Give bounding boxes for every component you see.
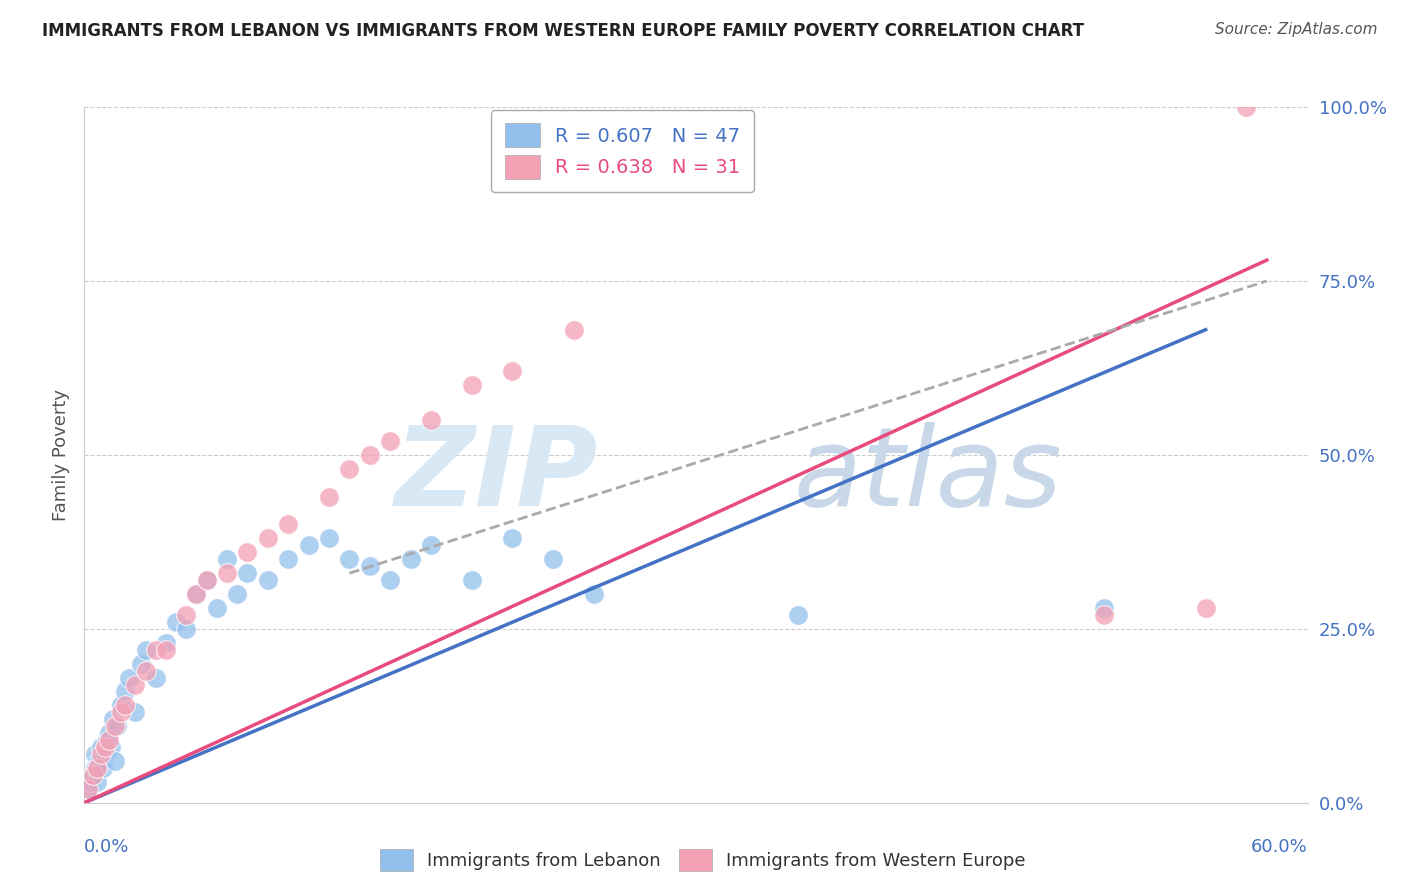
Point	[77, 781, 100, 796]
Point	[86, 775, 108, 789]
Point	[205, 601, 228, 615]
Point	[583, 587, 606, 601]
Point	[461, 378, 484, 392]
Point	[135, 642, 157, 657]
Point	[195, 573, 218, 587]
Point	[104, 754, 127, 768]
Point	[399, 552, 422, 566]
Point	[86, 761, 108, 775]
Point	[96, 733, 118, 747]
Point	[1092, 601, 1115, 615]
Point	[82, 768, 104, 782]
Point	[145, 642, 167, 657]
Point	[114, 684, 136, 698]
Point	[87, 754, 110, 768]
Point	[174, 607, 197, 622]
Text: 0.0%: 0.0%	[84, 838, 129, 855]
Point	[380, 573, 402, 587]
Point	[543, 552, 565, 566]
Point	[217, 566, 239, 581]
Point	[105, 719, 128, 733]
Point	[101, 712, 124, 726]
Point	[155, 642, 177, 657]
Point	[124, 706, 146, 720]
Point	[318, 490, 340, 504]
Point	[104, 719, 127, 733]
Text: IMMIGRANTS FROM LEBANON VS IMMIGRANTS FROM WESTERN EUROPE FAMILY POVERTY CORRELA: IMMIGRANTS FROM LEBANON VS IMMIGRANTS FR…	[42, 22, 1084, 40]
Point	[135, 664, 157, 678]
Y-axis label: Family Poverty: Family Poverty	[52, 389, 70, 521]
Point	[145, 671, 167, 685]
Point	[787, 607, 810, 622]
Point	[90, 740, 112, 755]
Point	[339, 462, 361, 476]
Point	[97, 726, 120, 740]
Point	[82, 768, 104, 782]
Point	[124, 677, 146, 691]
Point	[165, 615, 187, 629]
Point	[100, 740, 122, 755]
Point	[277, 552, 299, 566]
Point	[79, 775, 101, 789]
Point	[186, 587, 208, 601]
Point	[1195, 601, 1218, 615]
Point	[1092, 607, 1115, 622]
Point	[380, 434, 402, 448]
Point	[93, 747, 115, 761]
Point	[359, 448, 381, 462]
Point	[1236, 100, 1258, 114]
Point	[93, 740, 115, 755]
Point	[277, 517, 299, 532]
Point	[195, 573, 218, 587]
Point	[114, 698, 136, 713]
Point	[502, 364, 524, 378]
Text: Source: ZipAtlas.com: Source: ZipAtlas.com	[1215, 22, 1378, 37]
Legend: R = 0.607   N = 47, R = 0.638   N = 31: R = 0.607 N = 47, R = 0.638 N = 31	[491, 110, 754, 193]
Point	[359, 559, 381, 574]
Point	[461, 573, 484, 587]
Text: atlas: atlas	[794, 422, 1063, 529]
Point	[339, 552, 361, 566]
Text: ZIP: ZIP	[395, 422, 598, 529]
Point	[257, 573, 280, 587]
Point	[97, 733, 120, 747]
Legend: Immigrants from Lebanon, Immigrants from Western Europe: Immigrants from Lebanon, Immigrants from…	[373, 842, 1033, 879]
Point	[91, 761, 114, 775]
Text: 60.0%: 60.0%	[1251, 838, 1308, 855]
Point	[562, 323, 585, 337]
Point	[83, 761, 105, 775]
Point	[155, 636, 177, 650]
Point	[110, 698, 132, 713]
Point	[318, 532, 340, 546]
Point	[83, 747, 105, 761]
Point	[502, 532, 524, 546]
Point	[420, 538, 443, 552]
Point	[131, 657, 153, 671]
Point	[298, 538, 321, 552]
Point	[110, 706, 132, 720]
Point	[236, 566, 259, 581]
Point	[186, 587, 208, 601]
Point	[90, 747, 112, 761]
Point	[236, 545, 259, 559]
Point	[77, 781, 100, 796]
Point	[118, 671, 141, 685]
Point	[257, 532, 280, 546]
Point	[174, 622, 197, 636]
Point	[226, 587, 249, 601]
Point	[217, 552, 239, 566]
Point	[420, 413, 443, 427]
